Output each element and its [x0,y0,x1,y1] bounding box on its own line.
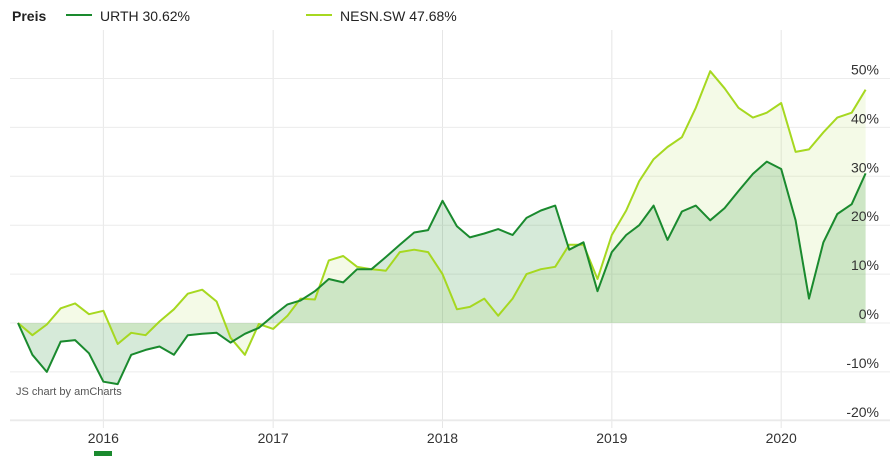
y-tick-label: 50% [851,62,879,78]
y-tick-label: 40% [851,110,879,126]
series-areas [18,71,866,385]
x-tick-label: 2018 [427,430,458,446]
series-line [17,70,867,356]
series-area [18,71,866,355]
urth-swatch-icon [66,14,92,17]
y-tick-label: -20% [846,404,879,420]
legend: Preis URTH 30.62% NESN.SW 47.68% [0,0,895,32]
series-line [17,160,867,386]
y-tick-label: -10% [846,355,879,371]
scrollbar-handle[interactable] [94,451,112,456]
y-tick-label: 20% [851,208,879,224]
x-tick-label: 2017 [258,430,289,446]
legend-title: Preis [12,8,47,24]
y-axis-labels: 50% 40% 30% 20% 10% 0% -10% -20% [846,62,879,420]
y-tick-label: 30% [851,159,879,175]
legend-label-nesn: NESN.SW 47.68% [340,8,457,24]
nesn-swatch-icon [306,14,332,17]
legend-label-urth: URTH 30.62% [100,8,191,24]
legend-item-urth[interactable]: URTH 30.62% [66,8,190,24]
x-axis-labels: 2016 2017 2018 2019 2020 [88,430,797,446]
x-tick-label: 2016 [88,430,119,446]
x-tick-label: 2019 [596,430,627,446]
y-tick-label: 0% [859,306,879,322]
x-tick-label: 2020 [766,430,797,446]
vertical-grid [10,30,890,428]
legend-item-nesn[interactable]: NESN.SW 47.68% [306,8,457,24]
series-lines [17,70,867,386]
y-tick-label: 10% [851,257,879,273]
chart-credit-link[interactable]: JS chart by amCharts [16,386,122,398]
